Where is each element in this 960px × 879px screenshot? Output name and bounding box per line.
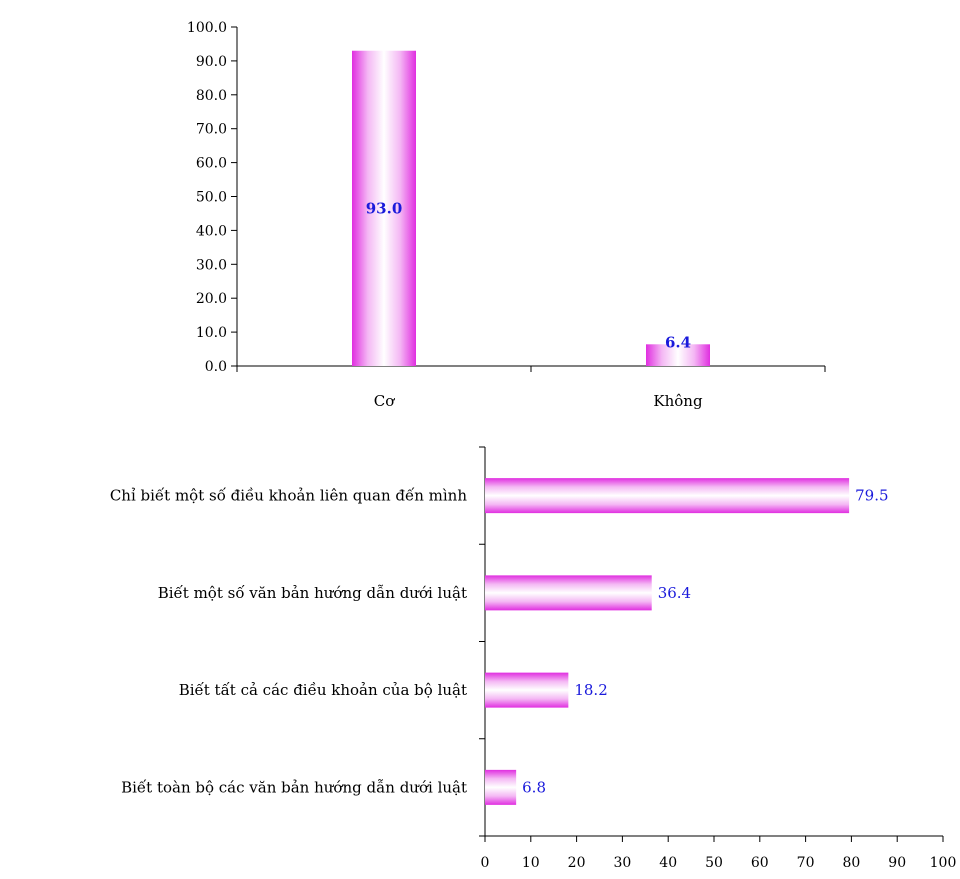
y-tick-label: 100.0 — [187, 20, 227, 36]
x-tick-label: 30 — [613, 855, 631, 871]
x-tick-label: 10 — [522, 855, 540, 871]
bar — [485, 575, 652, 611]
y-tick-label: 90.0 — [196, 54, 227, 70]
y-tick-label: 20.0 — [196, 291, 227, 307]
category-label: Biết một số văn bản hướng dẫn dưới luật — [158, 584, 467, 602]
data-label: 18.2 — [574, 681, 607, 699]
x-tick-label: 80 — [842, 855, 860, 871]
y-tick-label: 0.0 — [205, 359, 227, 375]
x-tick-label: 100 — [930, 855, 957, 871]
category-label: Không — [653, 392, 703, 410]
y-tick-label: 30.0 — [196, 257, 227, 273]
bar — [485, 672, 569, 708]
y-tick-label: 70.0 — [196, 122, 227, 138]
x-tick-label: 0 — [481, 855, 490, 871]
x-tick-label: 70 — [797, 855, 815, 871]
data-label: 79.5 — [855, 487, 888, 505]
x-tick-label: 20 — [568, 855, 586, 871]
vertical-bar-chart: 0.0 10.0 20.0 30.0 40.0 50.0 60.0 70.0 80.0 90.0 1… — [187, 20, 826, 410]
category-label: Biết toàn bộ các văn bản hướng dẫn dưới … — [121, 778, 467, 796]
y-tick-label: 10.0 — [196, 325, 227, 341]
y-tick-label: 50.0 — [196, 190, 227, 206]
data-label: 6.8 — [522, 778, 546, 796]
data-label: 93.0 — [366, 199, 403, 217]
bar — [485, 769, 517, 805]
horizontal-bar-chart: 0 10 20 30 40 50 60 70 80 90 100 79.5 Chỉ biết một s… — [110, 446, 957, 871]
category-label: Chỉ biết một số điều khoản liên quan đến… — [110, 487, 468, 505]
y-tick-label: 40.0 — [196, 223, 227, 239]
x-tick-label: 50 — [705, 855, 723, 871]
x-tick-label: 90 — [888, 855, 906, 871]
bar — [646, 344, 710, 366]
y-tick-label: 60.0 — [196, 156, 227, 172]
category-label: Cơ — [374, 392, 395, 410]
x-tick-label: 40 — [659, 855, 677, 871]
y-tick-label: 80.0 — [196, 88, 227, 104]
data-label: 6.4 — [665, 333, 691, 351]
bar — [352, 50, 416, 366]
x-tick-label: 60 — [751, 855, 769, 871]
bar — [485, 478, 850, 514]
data-label: 36.4 — [658, 584, 691, 602]
category-label: Biết tất cả các điều khoản của bộ luật — [179, 681, 467, 699]
